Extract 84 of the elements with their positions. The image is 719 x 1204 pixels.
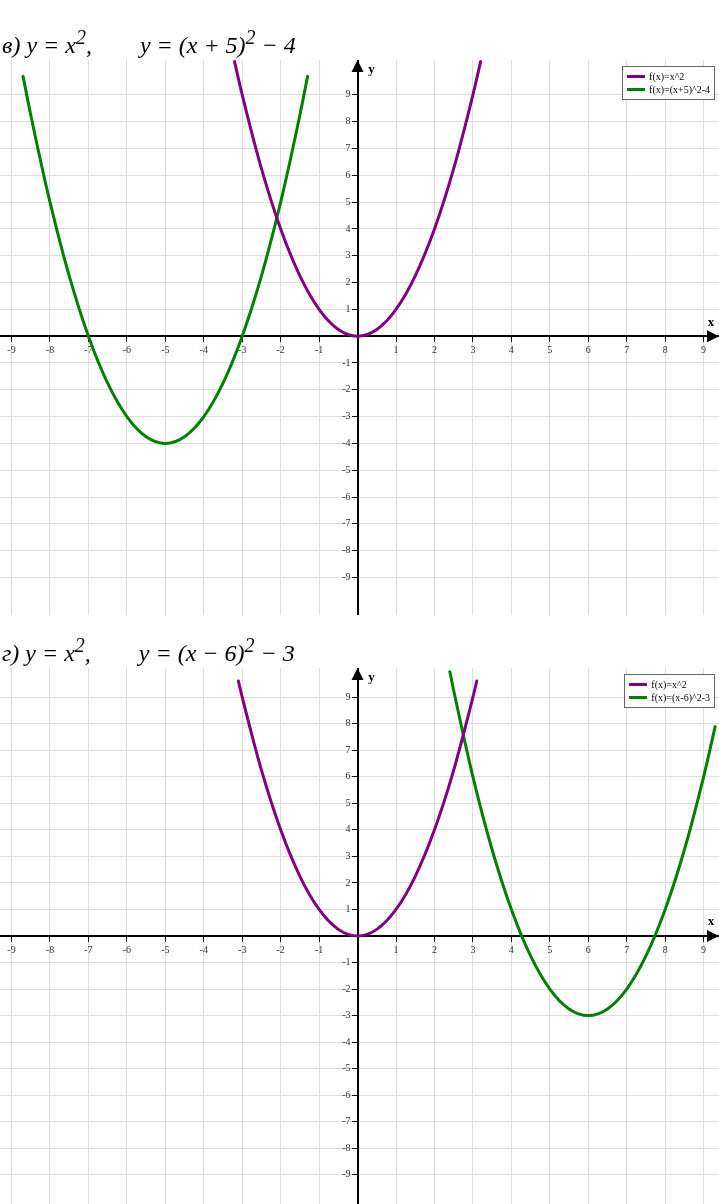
chart-title: в) y = x$^{2}$, y = (x + 5)$^{2}$ − 4	[2, 25, 296, 60]
y-tick-label: 5	[345, 796, 351, 808]
x-tick-label: -5	[161, 343, 170, 355]
x-axis-title: x	[707, 313, 715, 329]
x-tick-label: -9	[7, 343, 16, 355]
y-tick-label: 3	[345, 249, 351, 261]
y-tick-label: -1	[342, 956, 351, 968]
x-tick-label: 4	[508, 343, 514, 355]
legend-label: f(x)=x^2	[651, 679, 687, 690]
x-tick-label: 8	[662, 343, 668, 355]
y-axis-title: y	[368, 669, 376, 685]
chart-title: г) y = x$^{2}$, y = (x − 6)$^{2}$ − 3	[2, 633, 295, 668]
y-tick-label: 4	[345, 222, 351, 234]
y-tick-label: -4	[342, 437, 351, 449]
x-tick-label: 6	[585, 343, 591, 355]
legend-label: f(x)=x^2	[649, 71, 685, 82]
y-tick-label: 1	[345, 302, 351, 314]
y-tick-label: 9	[345, 88, 351, 100]
y-tick-label: -5	[342, 1062, 351, 1074]
x-tick-label: 1	[393, 343, 399, 355]
x-tick-label: 6	[585, 943, 591, 955]
x-tick-label: -5	[161, 943, 170, 955]
x-axis-title: x	[707, 913, 715, 929]
y-tick-label: 2	[345, 876, 351, 888]
y-tick-label: -6	[342, 1088, 351, 1100]
y-tick-label: -9	[342, 1168, 351, 1180]
x-tick-label: 7	[624, 943, 630, 955]
x-tick-label: 1	[393, 943, 399, 955]
y-tick-label: -1	[342, 356, 351, 368]
x-tick-label: -6	[122, 343, 132, 355]
y-tick-label: -8	[342, 544, 351, 556]
x-tick-label: -6	[122, 943, 132, 955]
y-tick-label: -7	[342, 1115, 351, 1127]
y-tick-label: -9	[342, 571, 351, 583]
y-tick-label: -8	[342, 1141, 351, 1153]
x-tick-label: 5	[547, 343, 553, 355]
x-tick-label: 9	[701, 943, 707, 955]
x-tick-label: -4	[199, 343, 208, 355]
y-tick-label: 5	[345, 195, 351, 207]
line-series	[448, 670, 717, 1018]
y-tick-label: 8	[345, 717, 351, 729]
x-tick-label: -8	[45, 343, 55, 355]
x-tick-label: 3	[470, 943, 476, 955]
legend-label: f(x)=(x+5)^2-4	[649, 84, 710, 95]
y-axis-title: y	[368, 61, 376, 77]
y-tick-label: 7	[345, 743, 351, 755]
y-tick-label: -2	[342, 383, 351, 395]
y-tick-label: -5	[342, 463, 351, 475]
y-tick-label: 6	[345, 770, 351, 782]
x-tick-label: -1	[314, 343, 324, 355]
y-tick-label: 8	[345, 115, 351, 127]
x-tick-label: -3	[238, 343, 247, 355]
y-tick-label: 2	[345, 276, 351, 288]
x-tick-label: 7	[624, 343, 630, 355]
x-tick-label: -4	[199, 943, 208, 955]
y-tick-label: 1	[345, 903, 351, 915]
x-tick-label: -2	[276, 943, 285, 955]
x-tick-label: -8	[45, 943, 55, 955]
y-tick-label: 6	[345, 168, 351, 180]
y-tick-label: 4	[345, 823, 351, 835]
y-tick-label: -7	[342, 517, 351, 529]
legend-label: f(x)=(x-6)^2-3	[651, 692, 710, 703]
y-tick-label: 3	[345, 850, 351, 862]
x-tick-label: 4	[508, 943, 514, 955]
x-tick-label: 8	[662, 943, 668, 955]
x-tick-label: -1	[314, 943, 324, 955]
y-tick-label: -4	[342, 1035, 351, 1047]
x-tick-label: -3	[238, 943, 247, 955]
x-tick-label: -9	[7, 943, 16, 955]
y-tick-label: 7	[345, 142, 351, 154]
x-tick-label: 2	[431, 943, 437, 955]
line-series	[21, 74, 310, 445]
x-tick-label: -7	[84, 943, 93, 955]
x-tick-label: 5	[547, 943, 553, 955]
y-tick-label: -3	[342, 1009, 351, 1021]
x-tick-label: 2	[431, 343, 437, 355]
y-tick-label: -3	[342, 410, 351, 422]
x-tick-label: -2	[276, 343, 285, 355]
y-tick-label: 9	[345, 690, 351, 702]
y-tick-label: -2	[342, 982, 351, 994]
x-tick-label: 9	[701, 343, 707, 355]
line-series	[233, 60, 483, 338]
y-tick-label: -6	[342, 490, 351, 502]
x-tick-label: 3	[470, 343, 476, 355]
